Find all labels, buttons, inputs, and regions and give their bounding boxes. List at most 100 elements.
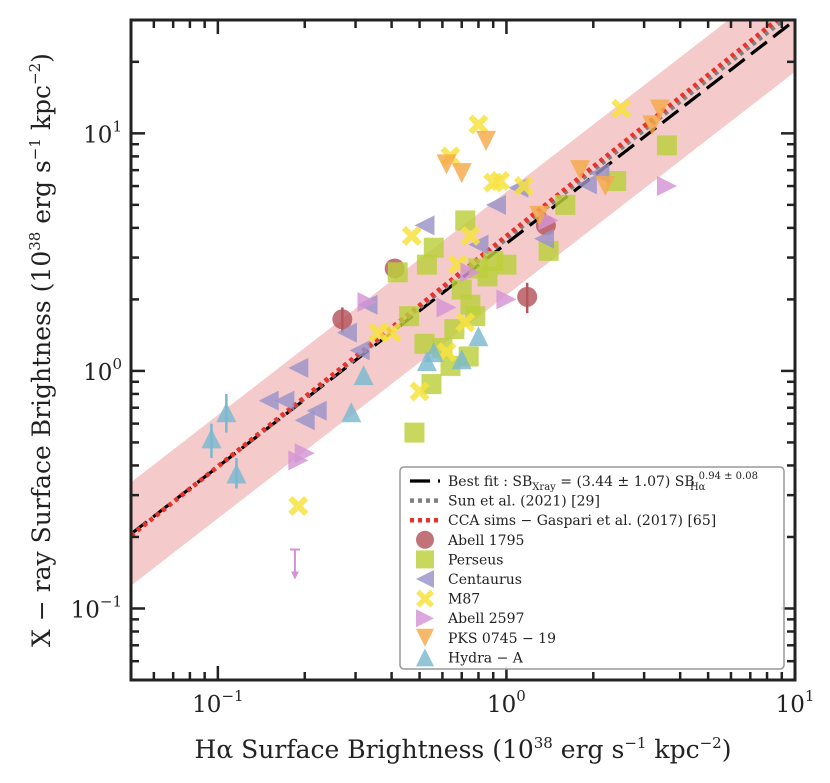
x-axis-title: Hα Surface Brightness (1038 erg s−1 kpc−… (195, 734, 732, 764)
m87-point (490, 171, 511, 192)
legend-label: Perseus (448, 552, 503, 568)
centaurus-point (534, 228, 555, 249)
legend-box (399, 466, 785, 670)
y-tick-label: 10−1 (71, 592, 122, 623)
abell-2597-point (496, 289, 517, 310)
m87-point (468, 114, 489, 135)
perseus-point (416, 254, 437, 275)
abell-2597-point (436, 297, 457, 318)
pks-0745-19-point (642, 115, 663, 136)
legend-swatch-marker (416, 550, 434, 569)
series-pks-0745-19 (436, 99, 670, 226)
pks-0745-19-point (436, 154, 457, 175)
pks-0745-19-point (649, 99, 670, 120)
m87-point (436, 342, 457, 363)
y-tick-label: 101 (83, 117, 122, 148)
perseus-point (477, 266, 498, 287)
legend-entry: M87 (416, 589, 480, 608)
pks-0745-19-point (570, 160, 591, 181)
abell-2597-point (656, 176, 677, 197)
m87-point (381, 322, 402, 343)
perseus-point (387, 262, 408, 283)
axis-ticks (129, 18, 797, 682)
tick-labels: 10−1 100 101 10−1 100 101 (71, 117, 815, 718)
m87-point (288, 496, 309, 517)
perseus-point (421, 374, 442, 395)
perseus-point (451, 279, 472, 300)
plot-frame (129, 18, 797, 682)
m87-point (401, 225, 422, 246)
legend-entry: Abell 2597 (416, 609, 524, 628)
legend-swatch-marker (416, 648, 434, 667)
perseus-point (606, 171, 627, 192)
hydra-a-point (451, 349, 472, 370)
series-centaurus (258, 163, 610, 431)
abell-1795-point (332, 309, 353, 330)
legend-label: M87 (448, 592, 480, 608)
pks-0745-19-point (451, 163, 472, 184)
perseus-point (656, 135, 677, 156)
legend-label: Best fit : SBXray = (3.44 ± 1.07) SB 0.94… (448, 471, 758, 493)
legend-entry: Abell 1795 (416, 530, 524, 549)
m87-point (460, 225, 481, 246)
x-tick-label: 100 (487, 687, 526, 718)
perseus-point (414, 333, 435, 354)
legend-label: Abell 1795 (447, 533, 524, 549)
centaurus-point (306, 400, 327, 421)
perseus-point (399, 306, 420, 327)
centaurus-point (294, 410, 315, 431)
m87-point (409, 381, 430, 402)
centaurus-point (288, 357, 309, 378)
hydra-a-point (216, 402, 237, 423)
legend: Best fit : SBXray = (3.44 ± 1.07) SB 0.94… (399, 466, 785, 670)
centaurus-point (485, 194, 506, 215)
perseus-point (496, 254, 517, 275)
legend-entry: Perseus (416, 550, 503, 569)
legend-label: Centaurus (448, 572, 522, 588)
centaurus-point (414, 215, 435, 236)
abell-2597-point (294, 443, 315, 464)
pks-0745-19-point (529, 205, 550, 226)
legend-entry: PKS 0745 − 19 (416, 628, 556, 647)
x-tick-label: 101 (776, 687, 815, 718)
legend-label: Abell 2597 (447, 611, 524, 627)
y-tick-label: 100 (83, 355, 122, 386)
legend-swatch-marker (416, 589, 434, 608)
hydra-a-point (341, 402, 362, 423)
abell-2597-point (357, 292, 378, 313)
m87-point (611, 98, 632, 119)
y-axis-title: X − ray Surface Brightness (1038 erg s−1… (26, 53, 56, 647)
sun-2021-line (131, 20, 787, 538)
legend-swatch-marker (416, 609, 434, 628)
legend-label: CCA sims − Gaspari et al. (2017) [65] (448, 513, 716, 529)
m87-point (513, 176, 534, 197)
legend-label: Hydra − A (448, 650, 524, 666)
abell-2597-point (460, 262, 481, 283)
perseus-point (555, 194, 576, 215)
legend-swatch-marker (416, 530, 434, 549)
legend-swatch-marker (416, 570, 434, 588)
perseus-point (404, 422, 425, 443)
legend-entry: Best fit : SBXray = (3.44 ± 1.07) SB 0.94… (410, 471, 758, 493)
legend-swatch-marker (416, 628, 434, 647)
centaurus-point (576, 174, 597, 195)
legend-entry: Centaurus (416, 570, 522, 588)
legend-entry: CCA sims − Gaspari et al. (2017) [65] (410, 513, 716, 529)
centaurus-point (468, 234, 489, 255)
hydra-a-point (201, 428, 222, 449)
legend-label: Sun et al. (2021) [29] (448, 494, 600, 510)
abell-1795-point (517, 286, 538, 307)
hydra-a-point (468, 326, 489, 347)
x-tick-label: 10−1 (192, 687, 243, 718)
hydra-a-point (226, 463, 247, 484)
legend-entry: Hydra − A (416, 648, 524, 667)
legend-label: PKS 0745 − 19 (448, 631, 556, 647)
centaurus-point (258, 390, 279, 411)
centaurus-point (336, 322, 357, 343)
data-points (201, 98, 677, 580)
series-hydra-a (201, 326, 489, 489)
hydra-a-point (423, 342, 444, 363)
perseus-point (423, 237, 444, 258)
